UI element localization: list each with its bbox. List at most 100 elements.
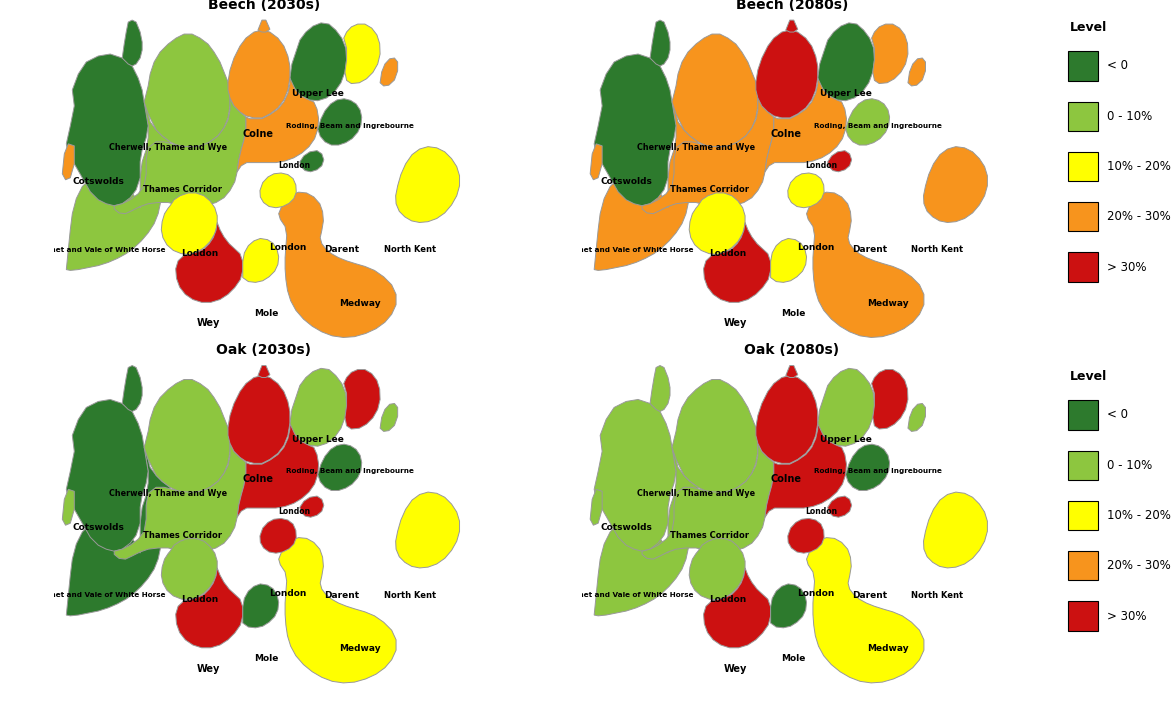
Text: Mole: Mole xyxy=(253,309,278,318)
Text: Cotswolds: Cotswolds xyxy=(601,177,652,186)
Bar xyxy=(1067,601,1098,630)
Text: 10% - 20%: 10% - 20% xyxy=(1106,160,1171,173)
Text: Upper Lee: Upper Lee xyxy=(292,90,344,99)
Polygon shape xyxy=(872,24,908,84)
Polygon shape xyxy=(122,20,142,66)
Polygon shape xyxy=(237,424,319,517)
Text: North Kent: North Kent xyxy=(384,245,435,254)
Polygon shape xyxy=(344,369,380,429)
Polygon shape xyxy=(290,368,346,446)
Polygon shape xyxy=(786,365,798,377)
Polygon shape xyxy=(144,34,230,148)
Text: Wey: Wey xyxy=(724,664,747,674)
Text: Mole: Mole xyxy=(781,309,806,318)
Text: Thames Corridor: Thames Corridor xyxy=(143,185,222,195)
Text: Roding, Beam and Ingrebourne: Roding, Beam and Ingrebourne xyxy=(286,123,414,129)
Polygon shape xyxy=(908,403,925,431)
Polygon shape xyxy=(595,448,698,616)
Text: Medway: Medway xyxy=(867,299,908,308)
Polygon shape xyxy=(818,23,874,101)
Polygon shape xyxy=(595,54,676,206)
Polygon shape xyxy=(828,496,852,517)
Polygon shape xyxy=(771,238,807,283)
Polygon shape xyxy=(395,147,460,223)
Polygon shape xyxy=(279,538,396,683)
Polygon shape xyxy=(344,24,380,84)
Polygon shape xyxy=(650,365,670,412)
Polygon shape xyxy=(67,102,170,271)
Text: Thames Corridor: Thames Corridor xyxy=(671,185,750,195)
Polygon shape xyxy=(704,223,771,302)
Polygon shape xyxy=(642,98,774,214)
Polygon shape xyxy=(300,151,324,172)
Polygon shape xyxy=(144,379,230,494)
Text: Level: Level xyxy=(1070,20,1107,34)
Title: Beech (2080s): Beech (2080s) xyxy=(735,0,848,11)
Text: London: London xyxy=(269,589,306,598)
Bar xyxy=(1067,501,1098,530)
Polygon shape xyxy=(755,376,818,463)
Text: London: London xyxy=(796,589,834,598)
Polygon shape xyxy=(788,173,825,208)
Polygon shape xyxy=(380,58,398,86)
Polygon shape xyxy=(176,568,243,648)
Text: 0 - 10%: 0 - 10% xyxy=(1106,110,1152,123)
Polygon shape xyxy=(672,379,758,494)
Polygon shape xyxy=(595,400,676,551)
Polygon shape xyxy=(872,369,908,429)
Polygon shape xyxy=(318,444,361,491)
Polygon shape xyxy=(642,443,774,559)
Text: Colne: Colne xyxy=(243,474,273,484)
Text: Roding, Beam and Ingrebourne: Roding, Beam and Ingrebourne xyxy=(286,468,414,474)
Text: Colne: Colne xyxy=(771,129,801,139)
Text: Colne: Colne xyxy=(243,129,273,139)
Bar xyxy=(1067,551,1098,580)
Polygon shape xyxy=(690,539,745,600)
Polygon shape xyxy=(786,20,798,32)
Text: Wey: Wey xyxy=(196,664,219,674)
Polygon shape xyxy=(228,30,290,118)
Text: Darent: Darent xyxy=(324,591,359,599)
Polygon shape xyxy=(590,144,602,180)
Text: North Kent: North Kent xyxy=(384,591,435,599)
Text: Medway: Medway xyxy=(339,644,380,654)
Polygon shape xyxy=(162,193,217,255)
Text: London: London xyxy=(806,161,838,171)
Text: > 30%: > 30% xyxy=(1106,261,1146,274)
Text: Thames Corridor: Thames Corridor xyxy=(671,531,750,540)
Polygon shape xyxy=(395,492,460,568)
Text: Medway: Medway xyxy=(867,644,908,654)
Polygon shape xyxy=(650,20,670,66)
Polygon shape xyxy=(290,23,346,101)
Text: London: London xyxy=(806,507,838,516)
Text: North Kent: North Kent xyxy=(911,245,963,254)
Text: Colne: Colne xyxy=(771,474,801,484)
Polygon shape xyxy=(672,34,758,148)
Polygon shape xyxy=(771,584,807,628)
Text: Kennet and Vale of White Horse: Kennet and Vale of White Horse xyxy=(35,592,165,598)
Polygon shape xyxy=(114,98,246,214)
Bar xyxy=(1067,202,1098,231)
Text: Darent: Darent xyxy=(324,245,359,254)
Text: Roding, Beam and Ingrebourne: Roding, Beam and Ingrebourne xyxy=(814,123,942,129)
Text: Wey: Wey xyxy=(724,319,747,329)
Polygon shape xyxy=(908,58,925,86)
Polygon shape xyxy=(279,192,396,338)
Text: Upper Lee: Upper Lee xyxy=(292,435,344,444)
Text: London: London xyxy=(796,243,834,252)
Text: < 0: < 0 xyxy=(1106,59,1127,73)
Polygon shape xyxy=(67,54,148,206)
Polygon shape xyxy=(67,400,148,551)
Text: Mole: Mole xyxy=(253,654,278,663)
Text: Cherwell, Thame and Wye: Cherwell, Thame and Wye xyxy=(109,489,228,498)
Polygon shape xyxy=(818,368,874,446)
Polygon shape xyxy=(114,443,246,559)
Polygon shape xyxy=(807,192,924,338)
Title: Beech (2030s): Beech (2030s) xyxy=(208,0,320,11)
Text: Kennet and Vale of White Horse: Kennet and Vale of White Horse xyxy=(35,247,165,252)
Text: Cherwell, Thame and Wye: Cherwell, Thame and Wye xyxy=(109,143,228,152)
Polygon shape xyxy=(62,144,74,180)
Text: Darent: Darent xyxy=(852,245,887,254)
Text: Upper Lee: Upper Lee xyxy=(820,435,872,444)
Text: Upper Lee: Upper Lee xyxy=(820,90,872,99)
